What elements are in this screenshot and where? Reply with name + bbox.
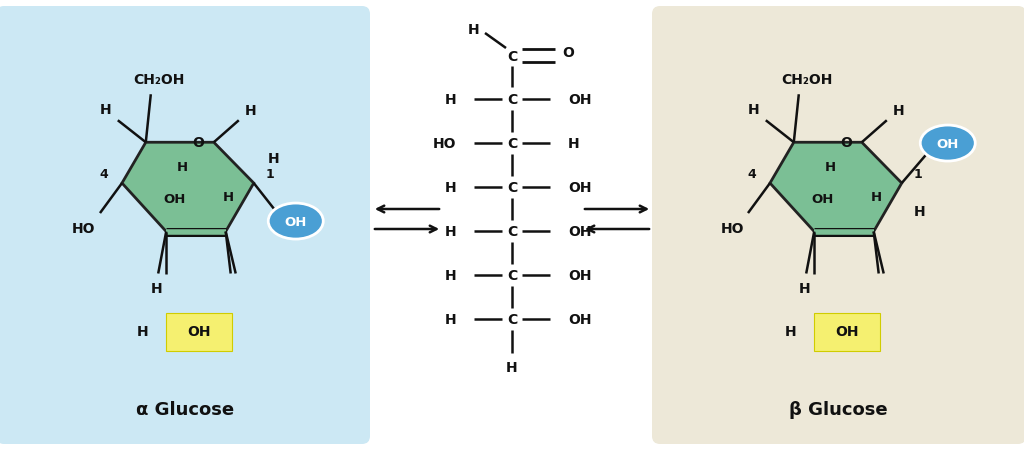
Text: H: H xyxy=(444,268,456,282)
FancyBboxPatch shape xyxy=(166,313,232,351)
Text: 1: 1 xyxy=(913,167,923,180)
Text: C: C xyxy=(507,137,517,151)
FancyBboxPatch shape xyxy=(652,7,1024,444)
Text: OH: OH xyxy=(812,193,835,206)
Text: HO: HO xyxy=(432,137,456,151)
Text: H: H xyxy=(444,180,456,194)
Text: H: H xyxy=(268,152,280,166)
FancyBboxPatch shape xyxy=(0,7,370,444)
Text: α Glucose: α Glucose xyxy=(136,400,234,418)
Text: HO: HO xyxy=(73,221,96,235)
Text: H: H xyxy=(444,312,456,326)
Text: H: H xyxy=(468,23,480,37)
Text: H: H xyxy=(784,325,796,339)
Text: O: O xyxy=(191,136,204,150)
Text: H: H xyxy=(222,191,233,204)
Text: OH: OH xyxy=(568,225,592,239)
Ellipse shape xyxy=(921,126,975,162)
Text: OH: OH xyxy=(568,180,592,194)
Text: OH: OH xyxy=(568,93,592,107)
Text: β Glucose: β Glucose xyxy=(788,400,888,418)
Text: OH: OH xyxy=(568,312,592,326)
Text: OH: OH xyxy=(285,215,307,228)
Text: H: H xyxy=(444,93,456,107)
Text: C: C xyxy=(507,268,517,282)
Text: 1: 1 xyxy=(265,167,274,180)
Text: H: H xyxy=(914,205,926,219)
Text: C: C xyxy=(507,93,517,107)
Text: OH: OH xyxy=(568,268,592,282)
Text: CH₂OH: CH₂OH xyxy=(781,73,833,87)
Text: H: H xyxy=(824,161,836,174)
Text: H: H xyxy=(444,225,456,239)
Text: H: H xyxy=(506,360,518,374)
Text: C: C xyxy=(507,50,517,64)
Text: O: O xyxy=(562,46,573,60)
Polygon shape xyxy=(122,143,254,232)
Text: C: C xyxy=(507,180,517,194)
Text: H: H xyxy=(893,104,904,118)
Ellipse shape xyxy=(268,203,324,239)
Text: OH: OH xyxy=(937,137,958,150)
Polygon shape xyxy=(770,143,902,232)
Text: H: H xyxy=(748,103,760,117)
Text: H: H xyxy=(100,103,112,117)
Text: C: C xyxy=(507,225,517,239)
Text: OH: OH xyxy=(164,193,186,206)
Text: 4: 4 xyxy=(748,167,757,180)
Text: 4: 4 xyxy=(99,167,109,180)
Text: CH₂OH: CH₂OH xyxy=(133,73,184,87)
Text: H: H xyxy=(136,325,148,339)
Text: H: H xyxy=(799,282,810,296)
Text: H: H xyxy=(245,104,257,118)
Text: HO: HO xyxy=(720,221,743,235)
Text: H: H xyxy=(176,161,187,174)
Text: H: H xyxy=(568,137,580,151)
Text: OH: OH xyxy=(187,325,211,339)
Text: C: C xyxy=(507,312,517,326)
Text: OH: OH xyxy=(836,325,859,339)
Text: H: H xyxy=(870,191,882,204)
FancyBboxPatch shape xyxy=(814,313,881,351)
Text: O: O xyxy=(840,136,852,150)
Text: H: H xyxy=(151,282,162,296)
